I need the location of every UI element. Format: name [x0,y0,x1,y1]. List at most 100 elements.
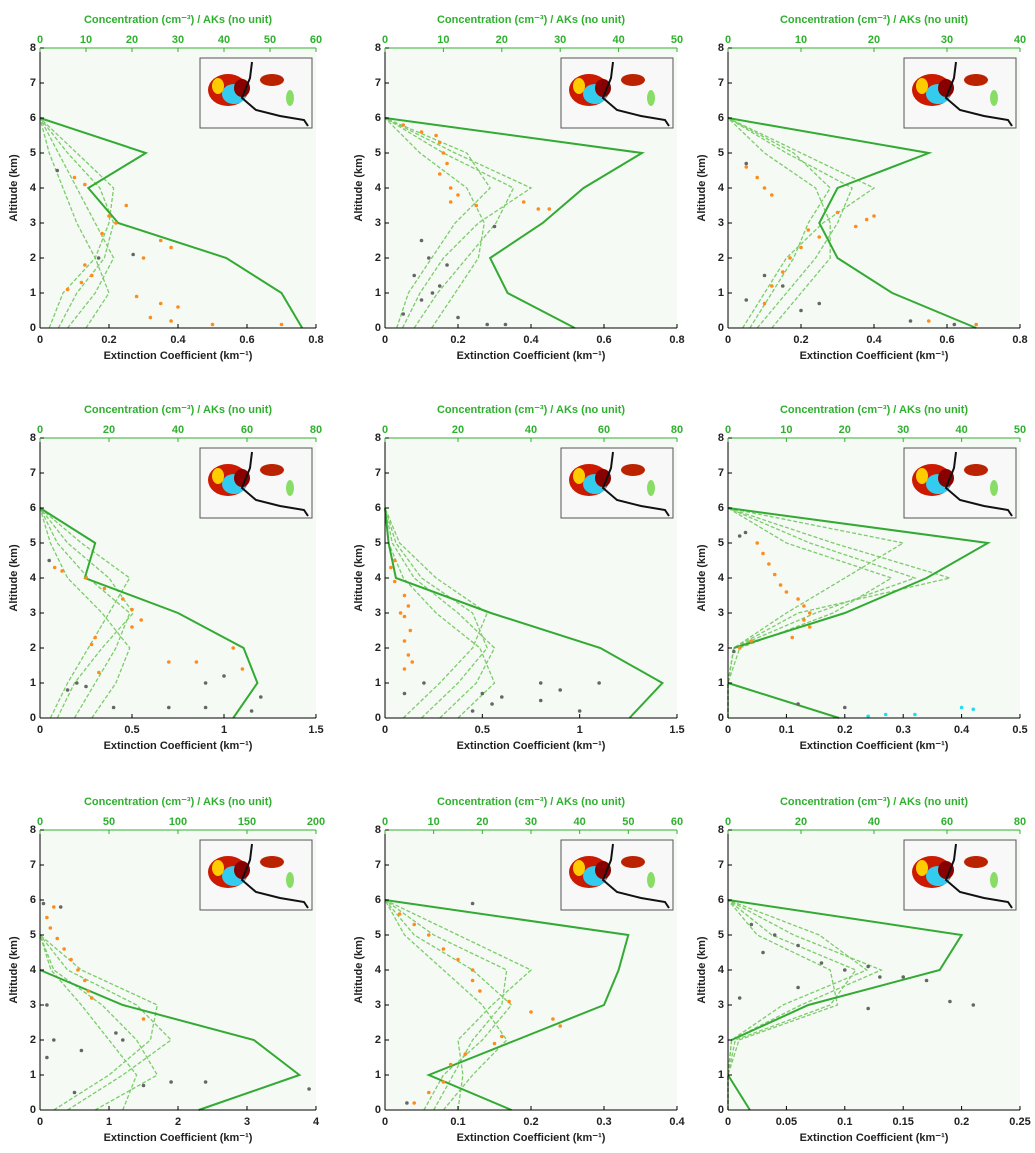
y-tick-label: 8 [718,432,724,444]
y-tick-label: 1 [375,1069,381,1081]
data-point [878,975,882,979]
data-point [438,284,442,288]
data-point [539,699,543,703]
data-point [953,323,957,327]
x-tick-label: 0.2 [101,334,116,346]
inset-blob [990,90,998,106]
x-axis-label: Extinction Coefficient (km⁻¹) [457,350,606,362]
x2-tick-label: 30 [172,34,184,46]
data-point [493,225,497,229]
y-axis-label: Altitude (km) [696,544,708,612]
x2-tick-label: 40 [1014,34,1026,46]
x-tick-label: 0 [725,724,731,736]
inset-blob [286,480,294,496]
x2-tick-label: 20 [126,34,138,46]
y-tick-label: 0 [375,712,381,724]
data-point [52,905,56,909]
data-point [121,597,125,601]
y-tick-label: 3 [718,999,724,1011]
data-point [744,165,748,169]
inset-blob [916,860,928,876]
data-point [403,615,407,619]
y-axis-label: Altitude (km) [8,154,20,222]
data-point [59,905,63,909]
data-point [139,618,143,622]
data-point [442,947,446,951]
inset-blob [286,90,294,106]
data-point [770,193,774,197]
x-tick-label: 4 [313,1116,320,1128]
data-point [773,573,777,577]
x2-tick-label: 10 [437,34,449,46]
x2-tick-label: 0 [382,424,388,436]
data-point [539,681,543,685]
y-tick-label: 4 [375,182,382,194]
x2-tick-label: 0 [382,34,388,46]
data-point [948,1000,952,1004]
y-tick-label: 1 [30,677,36,689]
data-point [431,291,435,295]
x-tick-label: 0.6 [239,334,254,346]
y-tick-label: 5 [375,537,381,549]
data-point [843,968,847,972]
y-tick-label: 5 [375,929,381,941]
data-point [445,263,449,267]
x-tick-label: 0.2 [793,334,808,346]
y-tick-label: 8 [30,42,36,54]
y-axis-label: Altitude (km) [8,936,20,1004]
data-point [427,1091,431,1095]
data-point [135,295,139,299]
y-axis-label: Altitude (km) [353,544,365,612]
data-point [84,685,88,689]
x-tick-label: 0.6 [939,334,954,346]
data-point [507,1000,511,1004]
data-point [422,681,426,685]
data-point [73,1091,77,1095]
y-tick-label: 7 [375,77,381,89]
x2-axis-label: Concentration (cm⁻³) / AKs (no unit) [437,404,625,416]
data-point [393,559,397,563]
x2-tick-label: 40 [574,816,586,828]
data-point [796,944,800,948]
data-point [597,681,601,685]
y-tick-label: 4 [718,572,725,584]
data-point [529,1010,533,1014]
inset-blob [286,872,294,888]
x2-tick-label: 0 [725,816,731,828]
inset-blob [573,468,585,484]
y-tick-label: 0 [718,322,724,334]
data-point [779,583,783,587]
data-point [820,961,824,965]
y-tick-label: 0 [30,1104,36,1116]
y-tick-label: 1 [375,287,381,299]
y-tick-label: 8 [375,42,381,54]
data-point [755,176,759,180]
data-point [456,958,460,962]
y-tick-label: 5 [718,929,724,941]
data-point [796,702,800,706]
x2-axis-label: Concentration (cm⁻³) / AKs (no unit) [84,14,272,26]
y-tick-label: 0 [375,1104,381,1116]
x2-axis-label: Concentration (cm⁻³) / AKs (no unit) [780,14,968,26]
x2-tick-label: 0 [37,424,43,436]
data-point [420,130,424,134]
x2-tick-label: 40 [868,816,880,828]
x-tick-label: 2 [175,1116,181,1128]
x-tick-label: 0.8 [669,334,684,346]
data-point [169,246,173,250]
x-tick-label: 1 [577,724,583,736]
data-point [280,323,284,327]
y-tick-label: 6 [375,502,381,514]
data-point [93,636,97,640]
y-tick-label: 3 [30,999,36,1011]
data-point [76,968,80,972]
data-point [788,256,792,260]
x-tick-label: 0.2 [954,1116,969,1128]
data-point [913,713,917,717]
x-tick-label: 0.3 [896,724,911,736]
x2-tick-label: 100 [169,816,187,828]
data-point [427,933,431,937]
data-point [403,639,407,643]
data-point [412,1101,416,1105]
x2-tick-label: 0 [37,34,43,46]
